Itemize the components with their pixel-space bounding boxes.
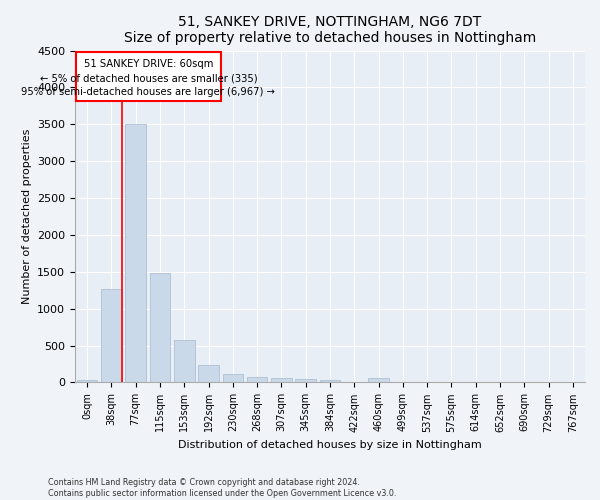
X-axis label: Distribution of detached houses by size in Nottingham: Distribution of detached houses by size … bbox=[178, 440, 482, 450]
Bar bbox=[295, 379, 316, 382]
Y-axis label: Number of detached properties: Number of detached properties bbox=[22, 129, 32, 304]
Bar bbox=[125, 124, 146, 382]
Bar bbox=[76, 52, 221, 100]
Bar bbox=[174, 340, 194, 382]
Bar bbox=[368, 378, 389, 382]
Bar bbox=[198, 364, 219, 382]
Bar bbox=[271, 378, 292, 382]
Bar bbox=[320, 380, 340, 382]
Bar bbox=[247, 376, 268, 382]
Bar bbox=[223, 374, 243, 382]
Text: 95% of semi-detached houses are larger (6,967) →: 95% of semi-detached houses are larger (… bbox=[22, 87, 275, 97]
Title: 51, SANKEY DRIVE, NOTTINGHAM, NG6 7DT
Size of property relative to detached hous: 51, SANKEY DRIVE, NOTTINGHAM, NG6 7DT Si… bbox=[124, 15, 536, 45]
Bar bbox=[77, 380, 97, 382]
Bar bbox=[149, 274, 170, 382]
Text: Contains HM Land Registry data © Crown copyright and database right 2024.
Contai: Contains HM Land Registry data © Crown c… bbox=[48, 478, 397, 498]
Text: ← 5% of detached houses are smaller (335): ← 5% of detached houses are smaller (335… bbox=[40, 74, 257, 84]
Bar bbox=[101, 289, 122, 382]
Text: 51 SANKEY DRIVE: 60sqm: 51 SANKEY DRIVE: 60sqm bbox=[84, 59, 213, 69]
